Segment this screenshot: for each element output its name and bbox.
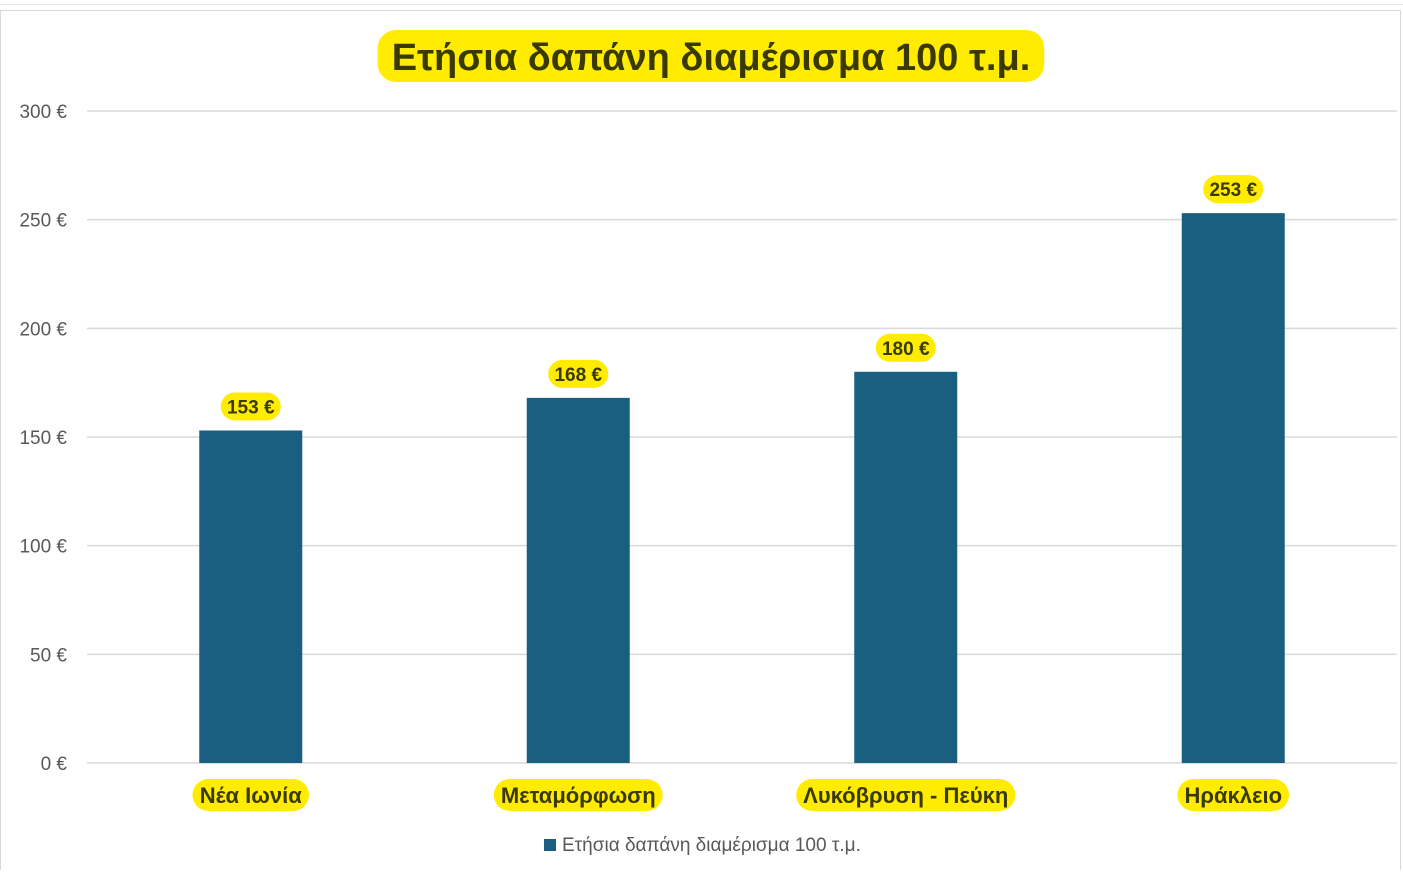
category-label-highlight <box>493 779 663 811</box>
y-tick-label: 200 € <box>19 319 67 340</box>
data-label-highlight <box>548 359 609 388</box>
chart-title: Ετήσια δαπάνη διαμέρισμα 100 τ.μ. <box>392 37 1031 79</box>
y-tick-label: 50 € <box>30 645 67 666</box>
bar <box>526 397 630 763</box>
legend-swatch <box>544 839 556 851</box>
y-tick-label: 300 € <box>19 102 67 123</box>
data-label-group: 153 € <box>220 392 281 421</box>
data-label-highlight <box>875 333 936 362</box>
gridlines <box>87 110 1397 764</box>
chart-title-group: Ετήσια δαπάνη διαμέρισμα 100 τ.μ. <box>377 30 1045 82</box>
x-category-label: Ηράκλειο <box>1184 783 1282 808</box>
chart-frame <box>0 10 1401 870</box>
top-border-line <box>0 4 1403 5</box>
bar <box>199 430 303 763</box>
category-label-highlight <box>796 779 1016 811</box>
chart-title-highlight <box>377 30 1045 82</box>
y-tick-label: 0 € <box>41 754 68 775</box>
bar <box>854 371 958 763</box>
x-category-label: Μεταμόρφωση <box>501 783 656 808</box>
data-label-highlight <box>1203 175 1264 204</box>
data-label: 180 € <box>882 339 930 360</box>
x-category-label: Νέα Ιωνία <box>200 783 302 808</box>
y-tick-label: 250 € <box>19 211 67 232</box>
y-axis-tick-labels: 0 € 50 € 100 € 150 € 200 € 250 € 300 € <box>19 102 67 775</box>
category-label-highlight <box>1177 779 1290 811</box>
category-label-highlight <box>192 779 309 811</box>
legend: Ετήσια δαπάνη διαμέρισμα 100 τ.μ. <box>544 835 861 856</box>
bars: 153 € 168 € 180 € 253 € <box>199 175 1285 763</box>
bar <box>1181 213 1285 763</box>
category-label-group: Ηράκλειο <box>1177 779 1290 811</box>
data-label: 253 € <box>1209 180 1257 201</box>
data-label: 168 € <box>554 365 602 386</box>
category-label-group: Μεταμόρφωση <box>493 779 663 811</box>
data-label-group: 168 € <box>548 359 609 388</box>
y-tick-label: 100 € <box>19 537 67 558</box>
data-label-group: 180 € <box>875 333 936 362</box>
data-label-highlight <box>220 392 281 421</box>
y-tick-label: 150 € <box>19 428 67 449</box>
category-label-group: Νέα Ιωνία <box>192 779 309 811</box>
legend-label: Ετήσια δαπάνη διαμέρισμα 100 τ.μ. <box>562 835 861 856</box>
data-label-group: 253 € <box>1203 175 1264 204</box>
x-category-label: Λυκόβρυση - Πεύκη <box>803 783 1008 808</box>
x-axis-category-labels: Νέα Ιωνία Μεταμόρφωση Λυκόβρυση - Πεύκη Ηρά… <box>192 779 1290 811</box>
data-label: 153 € <box>227 397 275 418</box>
category-label-group: Λυκόβρυση - Πεύκη <box>796 779 1016 811</box>
